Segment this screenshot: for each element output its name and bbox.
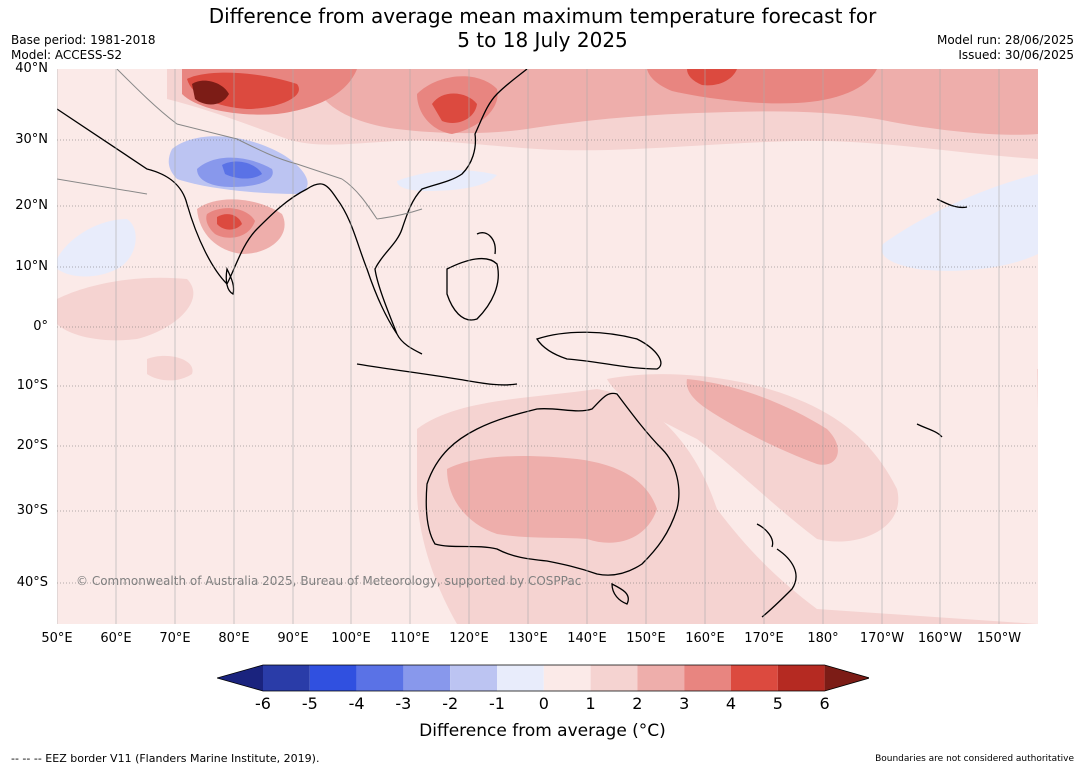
colorbar xyxy=(217,664,869,692)
issued-date: Issued: 30/06/2025 xyxy=(958,48,1074,62)
colorbar-tick-label: 3 xyxy=(679,694,690,713)
base-period: Base period: 1981-2018 xyxy=(11,33,156,47)
warm-anomaly-region xyxy=(192,80,229,105)
colorbar-tick-label: -5 xyxy=(301,694,318,713)
warm-anomaly-region xyxy=(57,277,194,341)
lat-label: 10°S xyxy=(16,378,48,393)
colorbar-extend-high xyxy=(824,665,869,691)
lat-label: 40°S xyxy=(16,575,48,590)
eez-legend: -- -- -- EEZ border V11 (Flanders Marine… xyxy=(11,752,320,765)
colorbar-bin xyxy=(263,665,310,691)
colorbar-bin xyxy=(684,665,731,691)
lon-label: 170°E xyxy=(744,631,784,646)
colorbar-tick-label: 1 xyxy=(585,694,596,713)
map-canvas xyxy=(57,69,1038,624)
lat-label: 30°S xyxy=(16,503,48,518)
lon-label: 70°E xyxy=(159,631,191,646)
lon-label: 120°E xyxy=(449,631,489,646)
grid-lines xyxy=(57,69,1038,624)
title-line-2: 5 to 18 July 2025 xyxy=(457,28,628,52)
colorbar-bin xyxy=(450,665,497,691)
warm-anomaly-region xyxy=(147,355,193,381)
colorbar-tick-label: -1 xyxy=(489,694,505,713)
lon-label: 170°W xyxy=(859,631,905,646)
colorbar-tick-label: -3 xyxy=(395,694,412,713)
cool-anomaly-region xyxy=(881,174,1038,271)
lat-label: 20°S xyxy=(16,438,48,453)
lat-label: 10°N xyxy=(15,259,48,274)
colorbar-tick-label: 2 xyxy=(632,694,643,713)
cool-anomaly-region xyxy=(222,161,262,179)
warm-anomaly-region xyxy=(447,456,657,543)
warm-anomaly-region xyxy=(432,93,477,124)
lon-label: 60°E xyxy=(100,631,132,646)
model-name: Model: ACCESS-S2 xyxy=(11,48,123,62)
lon-label: 140°E xyxy=(567,631,607,646)
lon-label: 110°E xyxy=(390,631,430,646)
warm-anomaly-region xyxy=(607,374,899,542)
colorbar-tick-label: 6 xyxy=(819,694,830,713)
colorbar-bin xyxy=(777,665,825,691)
colorbar-tick-label: -4 xyxy=(348,694,365,713)
map-title: Difference from average mean maximum tem… xyxy=(0,4,1085,52)
colorbar-bin xyxy=(497,665,544,691)
colorbar-bin xyxy=(731,665,778,691)
colorbar-bin xyxy=(543,665,591,691)
colorbar-bin xyxy=(637,665,685,691)
lon-label: 90°E xyxy=(277,631,309,646)
colorbar-title: Difference from average (°C) xyxy=(419,721,666,741)
lon-label: 160°E xyxy=(685,631,725,646)
colorbar-tick-label: 0 xyxy=(538,694,549,713)
lat-label: 30°N xyxy=(15,132,48,147)
colorbar-bin xyxy=(309,665,357,691)
coastlines xyxy=(57,69,968,618)
lon-label: 50°E xyxy=(41,631,73,646)
lon-label: 150°E xyxy=(626,631,666,646)
meta-right: Model run: 28/06/2025 Issued: 30/06/2025 xyxy=(937,33,1074,63)
colorbar-extend-low xyxy=(217,665,263,691)
country-borders xyxy=(57,69,423,220)
colorbar-bin xyxy=(590,665,638,691)
lat-label: 0° xyxy=(33,319,48,334)
model-run: Model run: 28/06/2025 xyxy=(936,33,1074,47)
lat-label: 20°N xyxy=(15,198,48,213)
boundary-disclaimer: Boundaries are not considered authoritat… xyxy=(875,754,1074,764)
map-panel xyxy=(57,69,1038,624)
colorbar-tick-label: -6 xyxy=(255,694,271,713)
lon-label: 150°W xyxy=(976,631,1022,646)
lon-label: 130°E xyxy=(508,631,548,646)
colorbar-outline xyxy=(217,664,869,692)
lon-label: 80°E xyxy=(218,631,250,646)
warm-anomaly-region xyxy=(687,69,737,86)
cool-anomaly-region xyxy=(57,219,136,277)
warm-anomaly-region xyxy=(217,214,242,230)
lon-label: 180° xyxy=(807,631,839,646)
lat-label: 40°N xyxy=(15,61,48,76)
lon-label: 160°W xyxy=(917,631,963,646)
lon-label: 100°E xyxy=(331,631,371,646)
warm-anomaly-region xyxy=(686,379,838,465)
colorbar-bin xyxy=(356,665,404,691)
colorbar-tick-label: 4 xyxy=(725,694,737,713)
warm-anomaly-region xyxy=(417,389,1038,624)
colorbar-bin xyxy=(403,665,451,691)
warm-anomaly-region xyxy=(1037,369,1038,409)
title-line-1: Difference from average mean maximum tem… xyxy=(208,4,877,28)
colorbar-tick-label: -2 xyxy=(442,694,459,713)
copyright-notice: © Commonwealth of Australia 2025, Bureau… xyxy=(76,574,582,588)
meta-left: Base period: 1981-2018 Model: ACCESS-S2 xyxy=(11,33,156,63)
colorbar-tick-label: 5 xyxy=(772,694,783,713)
